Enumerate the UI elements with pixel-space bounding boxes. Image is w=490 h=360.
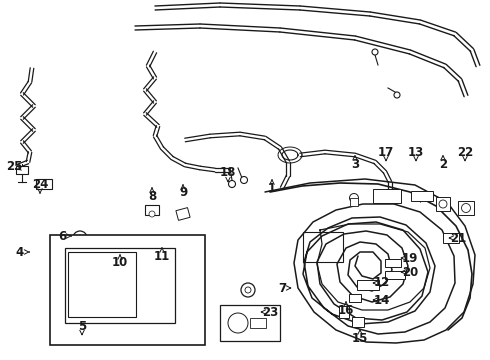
Bar bbox=[436, 197, 450, 211]
Text: 9: 9 bbox=[179, 186, 187, 199]
Text: 18: 18 bbox=[220, 166, 236, 180]
Text: 8: 8 bbox=[148, 189, 156, 202]
Bar bbox=[357, 280, 379, 290]
Bar bbox=[385, 259, 401, 267]
Bar bbox=[339, 306, 349, 318]
Bar bbox=[107, 261, 117, 279]
Bar bbox=[373, 189, 401, 203]
Bar bbox=[16, 166, 28, 174]
Circle shape bbox=[349, 194, 359, 202]
Bar bbox=[36, 179, 52, 189]
Bar bbox=[77, 257, 107, 279]
Circle shape bbox=[149, 211, 155, 217]
Bar bbox=[220, 305, 280, 341]
Text: 25: 25 bbox=[6, 159, 22, 172]
Circle shape bbox=[228, 313, 248, 333]
Text: 21: 21 bbox=[450, 231, 466, 244]
Text: 23: 23 bbox=[262, 306, 278, 319]
Bar bbox=[68, 252, 136, 317]
Bar bbox=[136, 256, 144, 284]
Text: 15: 15 bbox=[352, 332, 368, 345]
Circle shape bbox=[245, 287, 251, 293]
Circle shape bbox=[77, 235, 83, 241]
Text: 17: 17 bbox=[378, 145, 394, 158]
Bar bbox=[352, 317, 364, 327]
Bar bbox=[349, 294, 361, 302]
Text: 24: 24 bbox=[32, 179, 48, 192]
Bar bbox=[350, 198, 358, 206]
Text: 7: 7 bbox=[278, 282, 286, 294]
Bar bbox=[411, 191, 433, 201]
Text: 3: 3 bbox=[351, 158, 359, 171]
Bar bbox=[458, 201, 474, 215]
Text: 11: 11 bbox=[154, 249, 170, 262]
Bar bbox=[250, 318, 266, 328]
Text: 13: 13 bbox=[408, 145, 424, 158]
Circle shape bbox=[372, 49, 378, 55]
Circle shape bbox=[86, 326, 102, 342]
Bar bbox=[50, 235, 205, 345]
Bar bbox=[145, 205, 159, 215]
Text: 19: 19 bbox=[402, 252, 418, 265]
Text: 16: 16 bbox=[338, 303, 354, 316]
Circle shape bbox=[228, 180, 236, 188]
Bar bbox=[385, 271, 405, 279]
Circle shape bbox=[439, 200, 447, 208]
Bar bbox=[65, 248, 175, 323]
Text: 4: 4 bbox=[16, 246, 24, 258]
Circle shape bbox=[241, 176, 247, 184]
Circle shape bbox=[91, 330, 98, 338]
Bar bbox=[303, 232, 343, 262]
Text: 6: 6 bbox=[58, 230, 66, 243]
Bar bbox=[176, 208, 190, 220]
Text: 14: 14 bbox=[374, 293, 390, 306]
Circle shape bbox=[462, 203, 470, 212]
Text: 22: 22 bbox=[457, 145, 473, 158]
Bar bbox=[443, 233, 459, 243]
Text: 1: 1 bbox=[268, 181, 276, 194]
Text: 5: 5 bbox=[78, 320, 86, 333]
Text: 20: 20 bbox=[402, 266, 418, 279]
Circle shape bbox=[394, 92, 400, 98]
Circle shape bbox=[241, 283, 255, 297]
Text: 10: 10 bbox=[112, 256, 128, 270]
Text: 2: 2 bbox=[439, 158, 447, 171]
Text: 12: 12 bbox=[374, 276, 390, 289]
Circle shape bbox=[73, 231, 87, 245]
